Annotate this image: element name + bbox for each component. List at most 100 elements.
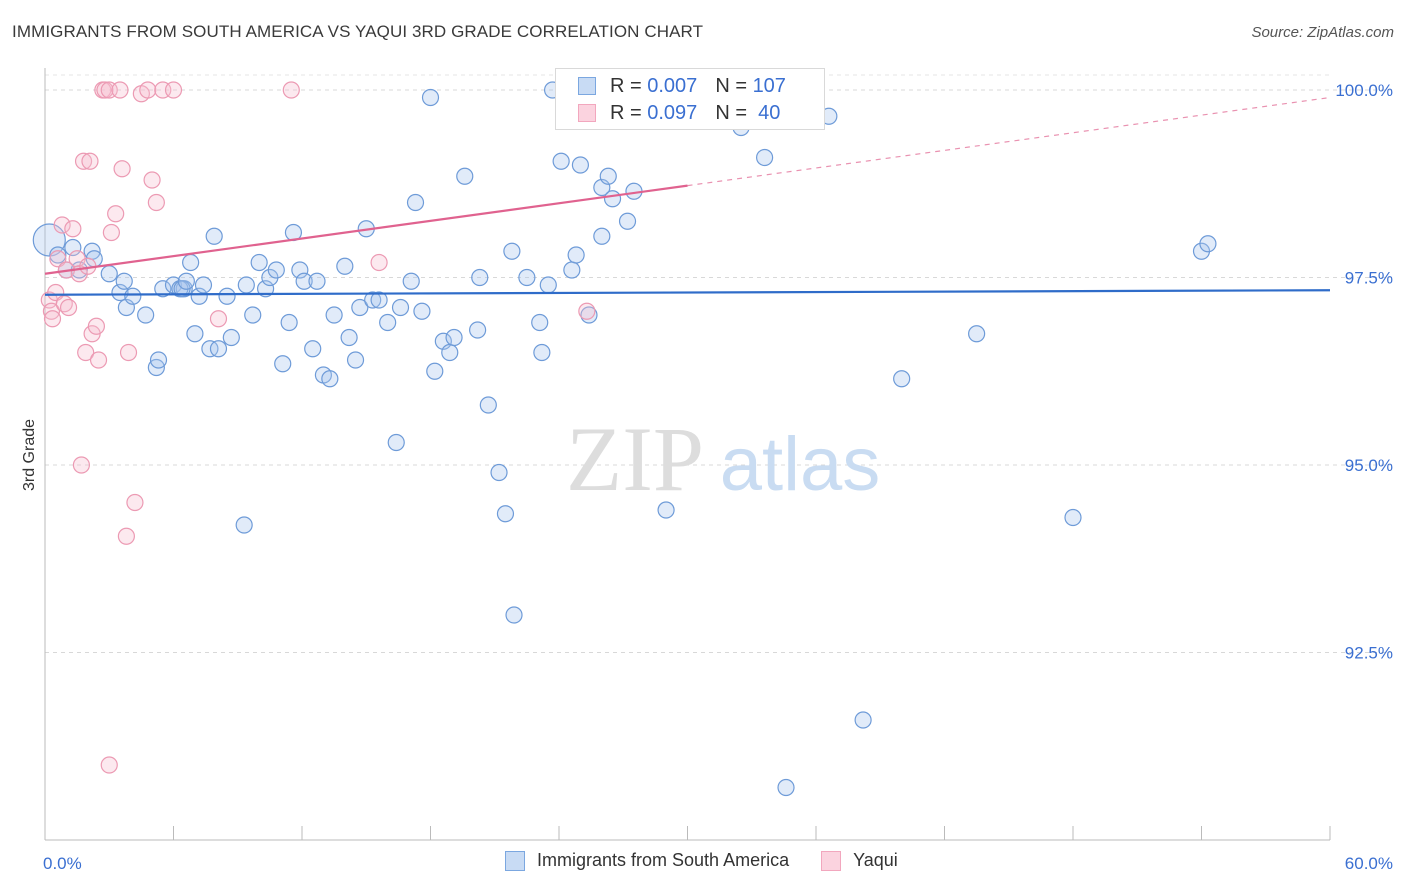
data-point-immigrants <box>291 261 309 279</box>
data-point-immigrants <box>593 227 611 245</box>
data-point-immigrants <box>137 306 155 324</box>
data-point-yaqui <box>164 81 183 99</box>
watermark-zip: ZIP <box>566 408 704 510</box>
data-point-yaqui <box>147 193 165 212</box>
legend-swatch-blue <box>505 850 525 871</box>
r-label: R = <box>610 74 642 97</box>
data-point-immigrants <box>505 606 523 624</box>
data-point-immigrants <box>100 265 118 283</box>
legend-swatch-blue <box>578 77 596 95</box>
data-point-immigrants <box>182 253 200 272</box>
watermark-atlas: atlas <box>720 422 881 507</box>
data-point-immigrants <box>280 313 298 332</box>
data-point-yaqui <box>111 81 129 99</box>
data-point-immigrants <box>893 370 911 388</box>
data-point-immigrants <box>149 351 168 369</box>
data-point-immigrants <box>379 313 397 332</box>
data-point-immigrants <box>336 257 354 275</box>
data-point-immigrants <box>490 463 508 482</box>
n-value: 40 <box>758 101 781 124</box>
data-point-yaqui <box>77 343 95 362</box>
data-point-immigrants <box>968 325 986 343</box>
data-point-immigrants <box>111 283 129 302</box>
data-point-yaqui <box>81 152 99 170</box>
r-value: 0.097 <box>647 101 698 124</box>
trend-line-immigrants <box>44 289 1331 296</box>
legend-row-yaqui: R = 0.097 N = 40 <box>578 100 780 126</box>
data-point-immigrants <box>235 516 253 534</box>
data-point-immigrants <box>177 272 195 290</box>
data-point-immigrants <box>244 306 262 324</box>
y-tick-label: 100.0% <box>1335 81 1393 100</box>
data-point-immigrants <box>441 343 459 362</box>
data-point-yaqui <box>119 343 138 362</box>
source-label: Source: ZipAtlas.com <box>1251 24 1394 41</box>
legend-swatch-pink <box>578 104 596 122</box>
data-point-immigrants <box>471 268 489 287</box>
n-label: N = <box>715 101 747 124</box>
data-point-yaqui <box>107 205 125 223</box>
data-point-immigrants <box>304 340 322 358</box>
data-point-immigrants <box>218 287 236 305</box>
data-point-immigrants <box>531 313 549 332</box>
tick-labels: 92.5% 95.0% 97.5% 100.0% 0.0% 60.0% <box>43 81 1393 873</box>
series-legend: Immigrants from South America Yaqui <box>505 850 930 871</box>
data-point-yaqui <box>209 310 228 328</box>
data-point-yaqui <box>282 81 300 99</box>
data-point-immigrants <box>469 321 487 339</box>
data-point-yaqui <box>143 171 161 189</box>
data-point-immigrants <box>603 190 622 208</box>
data-point-immigrants <box>340 328 358 347</box>
trend-line-yaqui-extension <box>687 96 1331 187</box>
trend-line-yaqui <box>44 184 688 275</box>
data-point-immigrants <box>267 261 285 279</box>
watermark: ZIP atlas <box>566 408 880 510</box>
data-point-immigrants <box>64 238 82 257</box>
data-point-immigrants <box>563 261 581 279</box>
data-point-immigrants <box>124 287 142 305</box>
data-point-immigrants <box>618 212 637 230</box>
legend-item-yaqui: Yaqui <box>821 850 898 871</box>
legend-row-immigrants: R = 0.007 N = 107 <box>578 73 786 99</box>
x-tick-label: 60.0% <box>1345 854 1393 873</box>
data-point-immigrants <box>391 298 410 317</box>
data-point-immigrants <box>250 253 268 272</box>
data-point-immigrants <box>209 340 228 358</box>
data-point-yaqui <box>74 152 93 170</box>
data-point-immigrants <box>186 325 204 343</box>
data-point-immigrants <box>308 272 326 290</box>
data-point-yaqui <box>87 317 106 335</box>
r-label: R = <box>610 101 642 124</box>
data-point-yaqui <box>102 223 120 242</box>
y-tick-label: 95.0% <box>1345 456 1393 475</box>
data-point-immigrants <box>1064 508 1082 527</box>
data-point-immigrants <box>503 242 521 260</box>
data-point-immigrants <box>154 280 172 298</box>
legend-label-yaqui: Yaqui <box>853 850 898 870</box>
data-point-immigrants <box>222 328 240 347</box>
chart-title: IMMIGRANTS FROM SOUTH AMERICA VS YAQUI 3… <box>12 22 704 41</box>
y-tick-label: 92.5% <box>1345 644 1393 663</box>
data-point-immigrants <box>325 306 343 324</box>
data-point-immigrants <box>599 167 617 185</box>
data-point-immigrants <box>364 291 382 309</box>
trend-lines <box>44 96 1331 296</box>
data-point-immigrants <box>402 272 420 290</box>
data-point-immigrants <box>479 396 497 414</box>
n-label: N = <box>715 74 747 97</box>
data-point-immigrants <box>539 276 557 294</box>
data-point-yaqui <box>64 220 82 238</box>
data-point-yaqui <box>100 756 118 774</box>
data-point-immigrants <box>295 272 313 290</box>
data-point-immigrants <box>190 287 208 305</box>
data-point-immigrants <box>533 343 551 362</box>
data-point-immigrants <box>49 246 67 264</box>
data-point-immigrants <box>657 501 675 519</box>
data-point-yaqui <box>139 81 157 99</box>
data-point-yaqui <box>126 493 144 512</box>
data-point-immigrants <box>854 711 872 729</box>
data-point-immigrants <box>205 227 223 245</box>
x-tick-label: 0.0% <box>43 854 82 873</box>
correlation-legend: R = 0.007 N = 107 R = 0.097 N = 40 <box>555 68 825 130</box>
